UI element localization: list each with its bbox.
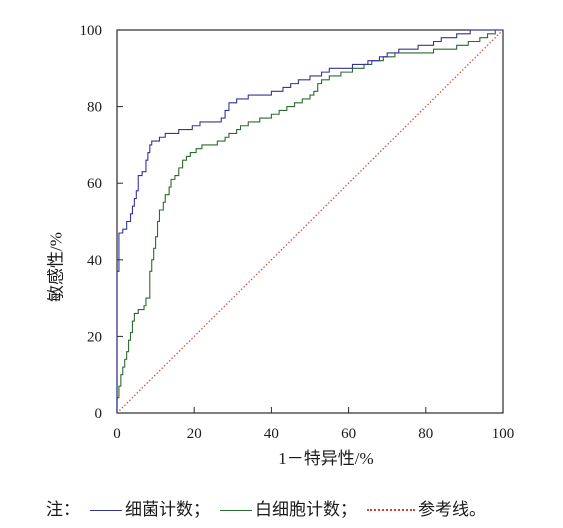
legend-note: 注： 细菌计数 ； 白细胞计数 ； 参考线 。 [46, 499, 486, 521]
legend-separator: ； [340, 500, 357, 519]
y-tick-label: 60 [87, 176, 102, 192]
bacteria-count-curve [116, 29, 503, 413]
legend-separator: ； [193, 500, 210, 519]
x-tick-label: 60 [341, 426, 356, 442]
y-tick-label: 80 [87, 100, 102, 116]
note-prefix: 注： [46, 500, 80, 519]
plot-frame [116, 29, 504, 414]
legend-swatch-reference-line [367, 509, 415, 511]
x-tick-label: 80 [418, 426, 433, 442]
x-axis-label: 1－特异性/% [278, 449, 373, 468]
reference-line [116, 29, 504, 414]
x-tick-label: 100 [492, 426, 515, 442]
y-tick-label: 40 [87, 253, 102, 269]
y-axis-label: 敏感性/% [47, 232, 66, 302]
axis-ticks: 0 20 40 60 80 100 0 20 40 60 80 100 [80, 23, 515, 442]
legend-label-bacteria-count: 细菌计数 [125, 500, 193, 519]
x-tick-label: 40 [264, 426, 279, 442]
wbc-count-curve [116, 29, 503, 413]
y-tick-label: 20 [87, 329, 102, 345]
y-tick-label: 100 [80, 23, 103, 39]
x-tick-label: 20 [187, 426, 202, 442]
legend-swatch-wbc-count [220, 509, 252, 511]
legend-terminator: 。 [469, 500, 486, 519]
plot-lines [116, 29, 504, 414]
legend-label-reference-line: 参考线 [418, 500, 469, 519]
legend-swatch-bacteria-count [90, 509, 122, 511]
legend-label-wbc-count: 白细胞计数 [255, 500, 340, 519]
y-tick-label: 0 [95, 406, 103, 422]
x-tick-label: 0 [113, 426, 121, 442]
